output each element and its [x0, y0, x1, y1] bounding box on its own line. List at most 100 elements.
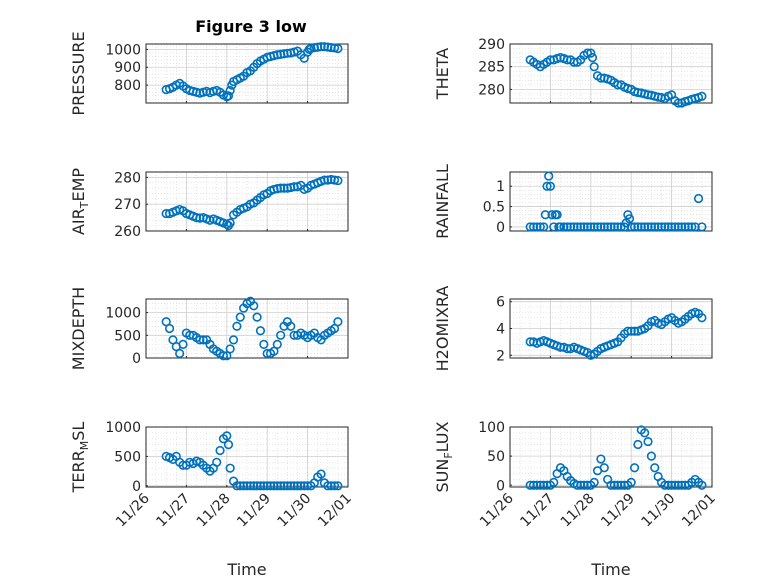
data-point: [677, 480, 687, 490]
data-point: [633, 222, 643, 232]
data-point: [225, 218, 235, 228]
y-tick-label: 0: [496, 220, 505, 236]
data-point: [164, 323, 175, 334]
data-point: [606, 480, 616, 490]
data-point: [542, 181, 552, 191]
x-axis-label: Time: [226, 560, 266, 579]
data-point: [565, 222, 576, 232]
data-point: [242, 481, 252, 491]
data-point: [255, 481, 266, 491]
data-point: [225, 344, 235, 354]
data-point: [276, 183, 286, 193]
subplot-2: 260 270 280 AIRTEMP: [69, 168, 349, 240]
y-tick-label: 0: [496, 478, 505, 494]
data-point: [609, 222, 619, 232]
data-point: [223, 91, 234, 101]
data-point: [540, 210, 550, 220]
data-point: [579, 222, 589, 232]
y-axis-label-4: MIXDEPTH: [69, 287, 88, 370]
data-point: [673, 480, 683, 490]
subplot-3: 0 0.5 1 RAINFALL: [433, 164, 713, 239]
data-point: [212, 457, 222, 467]
data-point: [286, 481, 296, 491]
data-point: [296, 481, 306, 491]
data-point: [572, 480, 582, 490]
y-axis-label-0: PRESSURE: [69, 31, 88, 115]
data-point: [559, 222, 569, 232]
data-point: [582, 48, 593, 58]
data-point: [265, 481, 276, 491]
subplot-4: 0 500 1000 MIXDEPTH: [69, 287, 349, 370]
data-point: [276, 330, 286, 340]
series-markers: [161, 42, 343, 102]
data-point: [687, 222, 697, 232]
data-point: [626, 477, 636, 487]
y-axis-label-2: AIRTEMP: [69, 168, 91, 235]
data-point: [282, 481, 293, 491]
data-point: [646, 222, 657, 232]
data-point: [198, 335, 208, 345]
data-point: [576, 480, 586, 490]
subplot-0: 800 900 1000 PRESSURE: [69, 31, 349, 116]
data-point: [535, 480, 545, 490]
axes-frame: [509, 43, 713, 104]
data-point: [670, 480, 680, 490]
data-point: [218, 351, 229, 361]
data-point: [663, 222, 673, 232]
data-point: [329, 43, 340, 53]
data-point: [660, 222, 670, 232]
data-point: [333, 43, 343, 54]
data-point: [569, 222, 579, 232]
data-point: [223, 440, 234, 450]
data-point: [636, 222, 646, 232]
data-point: [572, 222, 582, 232]
data-point: [673, 222, 683, 232]
series-markers: [525, 171, 707, 232]
data-point: [235, 312, 245, 322]
data-point: [603, 222, 613, 232]
data-point: [666, 222, 677, 232]
data-point: [697, 313, 707, 323]
y-axis-label-5: H2OMIXRA: [433, 286, 452, 372]
y-tick-label: 285: [478, 60, 505, 76]
data-point: [272, 339, 282, 349]
data-point: [683, 222, 694, 232]
data-point: [528, 480, 539, 490]
y-tick-label: 500: [114, 449, 141, 465]
series-markers: [161, 431, 343, 491]
data-point: [225, 463, 235, 473]
data-point: [313, 42, 323, 52]
data-point: [326, 481, 336, 491]
data-point: [249, 301, 259, 311]
data-point: [252, 481, 262, 491]
data-point: [255, 326, 266, 336]
y-tick-label: 290: [478, 37, 505, 53]
y-tick-label: 100: [478, 420, 505, 436]
data-point: [643, 436, 653, 447]
data-point: [562, 222, 572, 232]
axes-frame: [145, 43, 349, 104]
y-tick-label: 0: [132, 479, 141, 495]
data-point: [596, 222, 606, 232]
data-point: [323, 481, 333, 491]
data-point: [670, 222, 680, 232]
y-tick-label: 1: [496, 179, 505, 195]
data-point: [175, 348, 185, 359]
data-point: [539, 480, 549, 490]
data-point: [239, 481, 249, 491]
data-point: [195, 335, 205, 345]
data-point: [624, 214, 635, 224]
data-point: [232, 321, 242, 331]
data-point: [259, 481, 269, 491]
data-point: [276, 481, 286, 491]
data-point: [222, 431, 232, 441]
data-point: [633, 439, 643, 450]
data-point: [286, 321, 296, 331]
data-point: [532, 480, 542, 490]
data-point: [323, 175, 333, 185]
data-point: [589, 62, 599, 72]
data-point: [269, 481, 279, 491]
data-point: [586, 48, 596, 58]
y-tick-label: 0: [132, 351, 141, 367]
